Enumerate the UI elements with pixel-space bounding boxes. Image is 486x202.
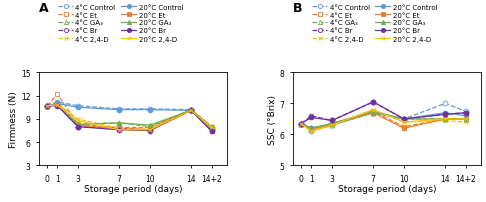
X-axis label: Storage period (days): Storage period (days) — [84, 184, 182, 193]
Legend: 4°C Control, 4°C Et, 4°C GA₃, 4°C Br, 4°C 2,4-D, 20°C Control, 20°C Et, 20°C GA₃: 4°C Control, 4°C Et, 4°C GA₃, 4°C Br, 4°… — [57, 4, 184, 43]
Legend: 4°C Control, 4°C Et, 4°C GA₃, 4°C Br, 4°C 2,4-D, 20°C Control, 20°C Et, 20°C GA₃: 4°C Control, 4°C Et, 4°C GA₃, 4°C Br, 4°… — [312, 4, 438, 43]
X-axis label: Storage period (days): Storage period (days) — [338, 184, 436, 193]
Y-axis label: Firmness (N): Firmness (N) — [9, 91, 18, 148]
Text: B: B — [293, 2, 302, 15]
Text: A: A — [39, 2, 49, 15]
Y-axis label: SSC (°Brix): SSC (°Brix) — [268, 95, 277, 144]
